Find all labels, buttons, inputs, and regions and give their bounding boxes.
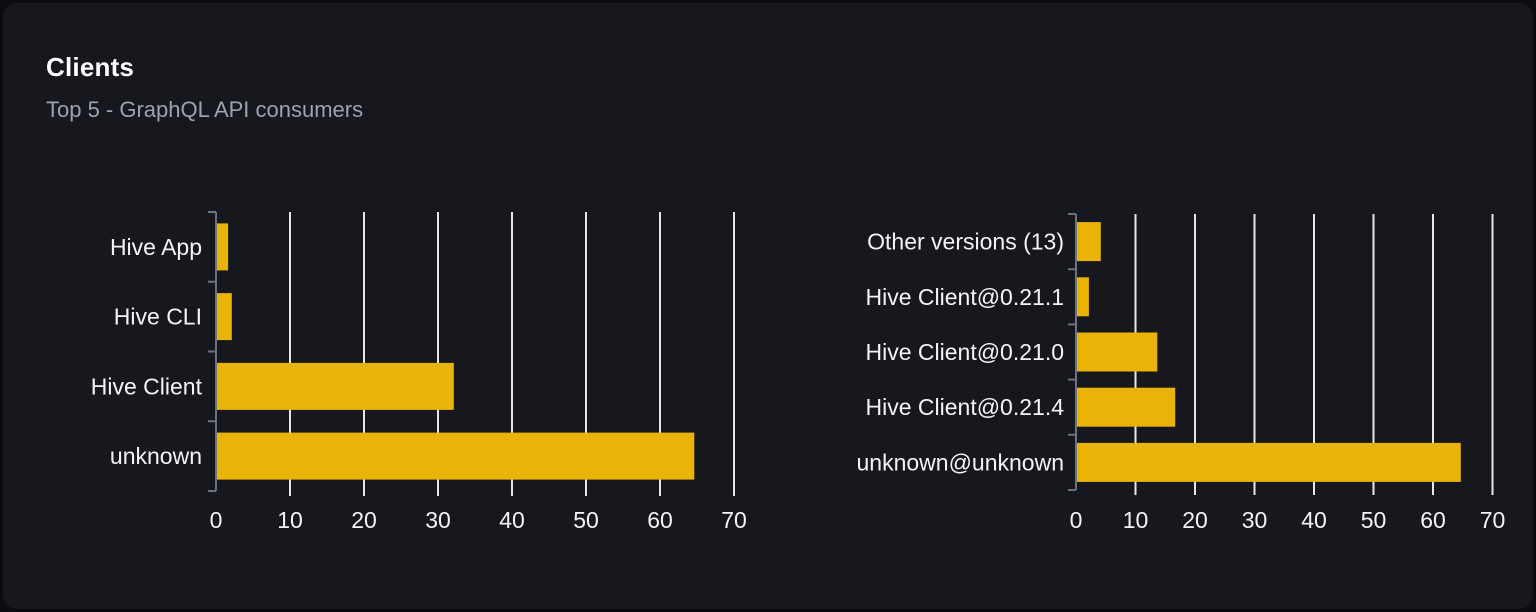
card-subtitle: Top 5 - GraphQL API consumers [46, 96, 364, 122]
category-label: Hive CLI [114, 304, 202, 330]
x-tick-label: 70 [721, 507, 747, 533]
chart-bar[interactable] [217, 223, 229, 271]
chart-bar[interactable] [217, 293, 232, 341]
x-tick-label: 0 [1070, 507, 1083, 533]
category-label: Hive Client@0.21.4 [866, 394, 1065, 420]
x-tick-label: 50 [1361, 507, 1387, 533]
category-label: Other versions (13) [867, 229, 1064, 255]
chart-bar[interactable] [217, 362, 454, 410]
x-tick-label: 30 [425, 507, 451, 533]
category-label: Hive Client [91, 373, 203, 399]
chart-bar[interactable] [1077, 442, 1461, 482]
x-tick-label: 0 [210, 507, 223, 533]
category-label: unknown [110, 443, 202, 469]
x-tick-label: 20 [1182, 507, 1208, 533]
clients-by-name-bar-chart: Hive App Hive CLI Hive Client unknown 0 10 20 3… [91, 211, 747, 533]
x-tick-label: 30 [1242, 507, 1268, 533]
chart-bar[interactable] [1077, 277, 1089, 317]
chart-bar[interactable] [217, 432, 695, 480]
card-header: Clients Top 5 - GraphQL API consumers [46, 51, 363, 123]
x-tick-label: 40 [499, 507, 525, 533]
x-tick-label: 10 [277, 507, 303, 533]
x-tick-label: 50 [573, 507, 599, 533]
x-tick-label: 70 [1480, 507, 1506, 533]
x-tick-label: 10 [1123, 507, 1149, 533]
x-tick-label: 20 [351, 507, 377, 533]
clients-by-version-bar-chart: Other versions (13) Hive Client@0.21.1 Hiv… [857, 213, 1506, 533]
category-label: Hive App [110, 234, 202, 260]
chart-bar[interactable] [1077, 387, 1176, 427]
x-tick-label: 40 [1301, 507, 1327, 533]
chart-bar[interactable] [1077, 222, 1101, 262]
category-label: unknown@unknown [857, 449, 1064, 475]
chart-bar[interactable] [1077, 332, 1158, 372]
category-label: Hive Client@0.21.1 [866, 284, 1065, 310]
card-title: Clients [46, 52, 135, 82]
category-label: Hive Client@0.21.0 [866, 339, 1065, 365]
clients-card: Clients Top 5 - GraphQL API consumers Hi… [3, 3, 1533, 609]
x-tick-label: 60 [1420, 507, 1446, 533]
x-tick-label: 60 [647, 507, 673, 533]
